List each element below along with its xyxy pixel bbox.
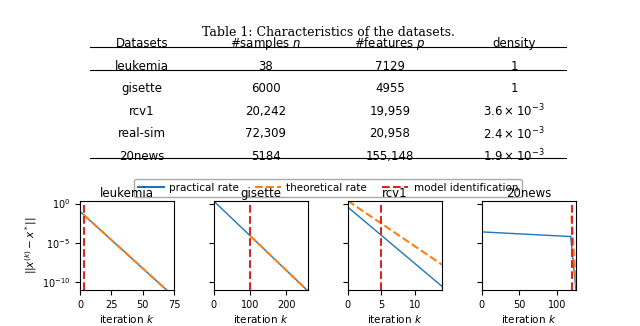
- Legend: practical rate, theoretical rate, model identification: practical rate, theoretical rate, model …: [134, 179, 522, 197]
- Title: rcv1: rcv1: [382, 187, 408, 200]
- Title: gisette: gisette: [241, 187, 282, 200]
- X-axis label: iteration $k$: iteration $k$: [501, 313, 557, 325]
- Title: 20news: 20news: [506, 187, 552, 200]
- Title: leukemia: leukemia: [100, 187, 154, 200]
- Title: Table 1: Characteristics of the datasets.: Table 1: Characteristics of the datasets…: [202, 26, 454, 39]
- X-axis label: iteration $k$: iteration $k$: [367, 313, 422, 325]
- X-axis label: iteration $k$: iteration $k$: [99, 313, 155, 325]
- X-axis label: iteration $k$: iteration $k$: [234, 313, 289, 325]
- Y-axis label: $||x^{(k)} - x^*||$: $||x^{(k)} - x^*||$: [23, 217, 39, 274]
